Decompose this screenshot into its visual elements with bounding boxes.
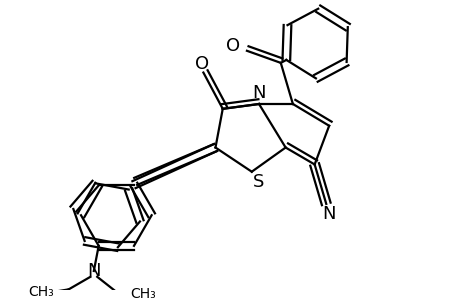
Text: N: N	[87, 262, 101, 280]
Text: O: O	[195, 55, 209, 73]
Text: O: O	[225, 37, 239, 55]
Text: N: N	[321, 205, 335, 223]
Text: CH₃: CH₃	[130, 287, 156, 300]
Text: N: N	[252, 84, 265, 102]
Text: S: S	[253, 173, 264, 191]
Text: CH₃: CH₃	[28, 285, 54, 299]
